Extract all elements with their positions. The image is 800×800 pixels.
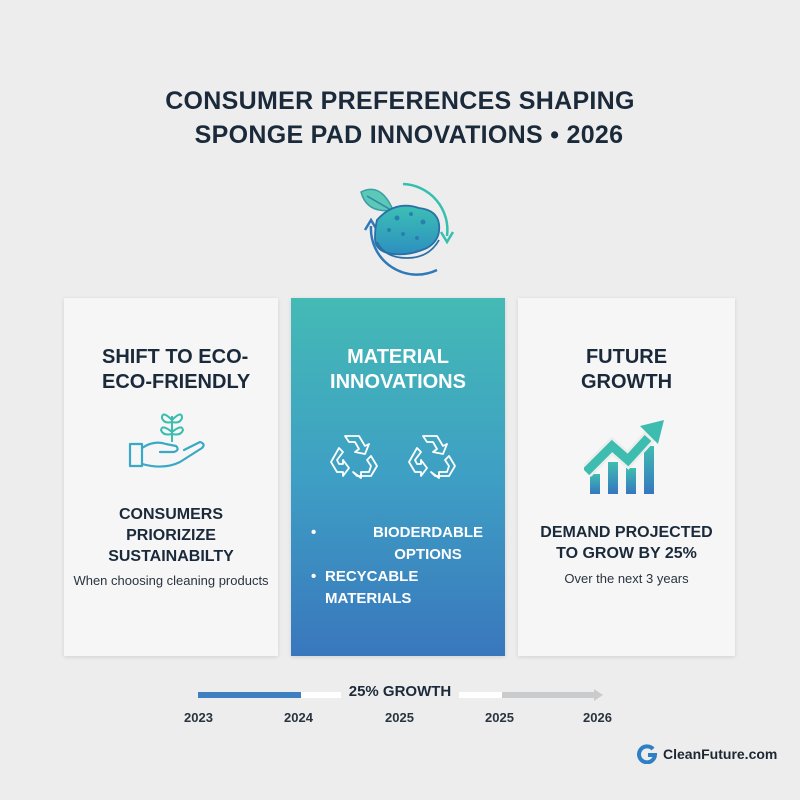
sponge-recycle-leaf-icon bbox=[360, 182, 455, 276]
bullet-line: BIODERDABLE bbox=[372, 524, 483, 541]
bullet-line: OPTIONS bbox=[394, 546, 462, 563]
growth-chart-icon bbox=[584, 420, 664, 494]
year-label: 2023 bbox=[184, 710, 213, 725]
bullet-text: BIODERDABLE OPTIONS bbox=[329, 522, 497, 566]
year-label: 2024 bbox=[284, 710, 313, 725]
timeline-future bbox=[502, 692, 598, 698]
hand-plant-icon bbox=[128, 413, 205, 468]
list-item: • RECYCABLE MATERIALS bbox=[311, 566, 497, 610]
title-line-2: SPONGE PAD INNOVATIONS • 2026 bbox=[194, 121, 624, 149]
card-body-line: CONSUMERS bbox=[118, 506, 223, 523]
card-title-line: INNOVATIONS bbox=[330, 371, 466, 393]
recycle-icon bbox=[330, 435, 378, 479]
card-title: SHIFT TO ECO- ECO-FRIENDLY bbox=[102, 345, 278, 395]
card-title-line: MATERIAL bbox=[347, 346, 449, 368]
arrow-right-icon bbox=[594, 689, 603, 701]
card-title: MATERIAL INNOVATIONS bbox=[291, 345, 505, 395]
card-material-innovations: MATERIAL INNOVATIONS • BIODERDABLE OPTIO… bbox=[291, 298, 505, 656]
bullet-text: RECYCABLE MATERIALS bbox=[325, 568, 419, 607]
card-title-line: GROWTH bbox=[580, 371, 673, 393]
page-title: CONSUMER PREFERENCES SHAPING SPONGE PAD … bbox=[0, 84, 800, 152]
card-body: CONSUMERS PRIORIZIZE SUSTAINABILTY bbox=[64, 504, 278, 567]
card-body: DEMAND PROJECTED TO GROW BY 25% bbox=[518, 522, 735, 564]
card-future-growth: FUTURE GROWTH DEMAND PROJECTED TO GROW B… bbox=[518, 298, 735, 656]
year-label: 2026 bbox=[583, 710, 612, 725]
bullet-icon: • bbox=[311, 524, 317, 541]
card-subtext: Over the next 3 years bbox=[564, 571, 689, 586]
card-title-line: ECO-FRIENDLY bbox=[102, 371, 251, 393]
year-label: 2025 bbox=[385, 710, 414, 725]
bullet-icon: • bbox=[311, 568, 317, 585]
list-item: • BIODERDABLE OPTIONS bbox=[311, 522, 497, 566]
card-body-line: TO GROW BY 25% bbox=[556, 545, 697, 562]
card-title-line: FUTURE bbox=[585, 346, 668, 368]
timeline-label-text: 25% GROWTH bbox=[340, 683, 460, 700]
card-title: FUTURE GROWTH bbox=[518, 345, 735, 395]
brand-footer: CleanFuture.com bbox=[637, 744, 777, 764]
recycle-icon bbox=[408, 435, 456, 479]
card-body-line: DEMAND PROJECTED bbox=[540, 524, 713, 541]
timeline-label: 25% GROWTH bbox=[0, 683, 800, 700]
g-logo-icon bbox=[637, 744, 657, 764]
card-eco-friendly: SHIFT TO ECO- ECO-FRIENDLY CONSUMERS PRI… bbox=[64, 298, 278, 656]
card-body-line: PRIORIZIZE bbox=[126, 527, 216, 544]
timeline-progress bbox=[198, 692, 301, 698]
card-title-line: SHIFT TO ECO- bbox=[102, 346, 249, 368]
title-line-1: CONSUMER PREFERENCES SHAPING bbox=[165, 87, 635, 115]
feature-list: • BIODERDABLE OPTIONS • RECYCABLE MATERI… bbox=[311, 522, 497, 610]
card-subtext: When choosing cleaning products bbox=[73, 573, 269, 588]
year-label: 2025 bbox=[485, 710, 514, 725]
brand-name: CleanFuture.com bbox=[663, 746, 778, 762]
card-body-line: SUSTAINABILTY bbox=[108, 548, 234, 565]
